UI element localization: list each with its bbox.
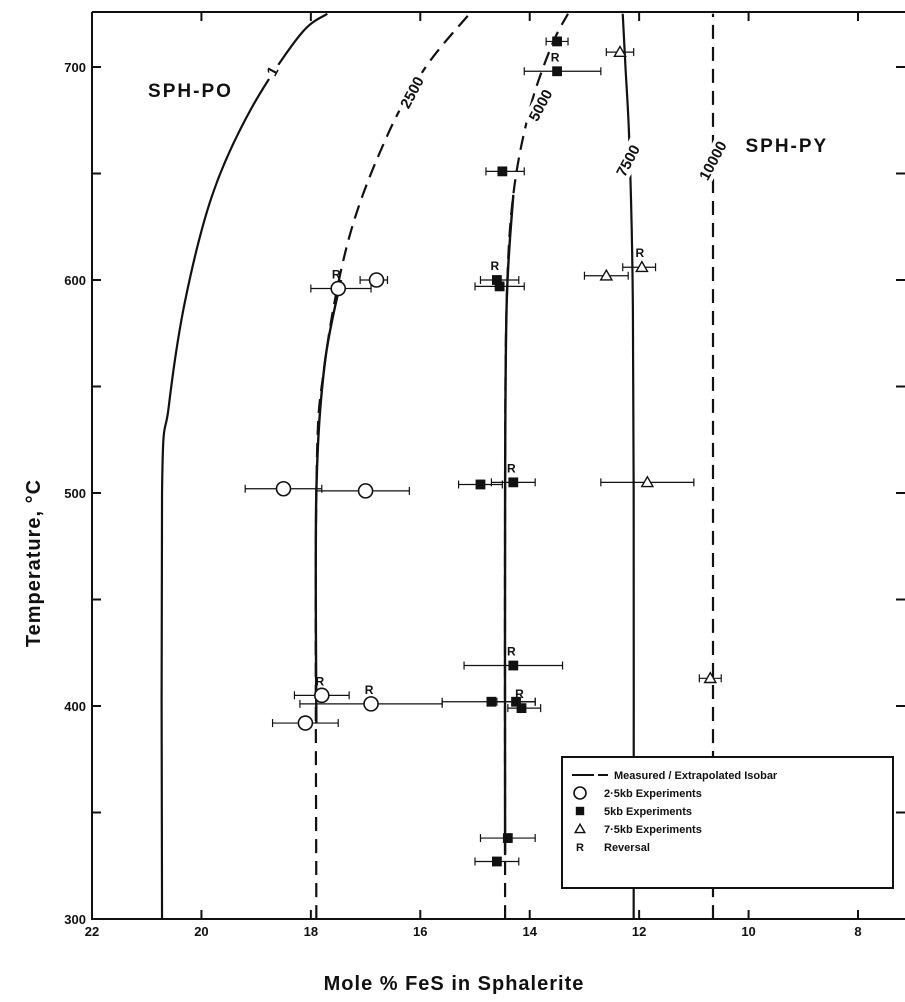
isobar-2500-measured: [314, 279, 343, 724]
marker-circle: [275, 480, 292, 497]
isobar-label: 2500: [397, 74, 428, 111]
marker-circle: [330, 280, 347, 297]
marker-square: [575, 806, 585, 816]
marker-circle: [363, 696, 379, 712]
isobar-label: 7500: [613, 142, 644, 179]
isobar-7500: [621, 13, 635, 920]
reversal-mark: R: [507, 645, 516, 659]
y-tick-label: 400: [64, 699, 86, 714]
reversal-mark: R: [332, 268, 341, 282]
marker-circle: [313, 687, 330, 704]
legend-label: 2·5kb Experiments: [604, 788, 702, 800]
isobar-label-bg: [692, 133, 734, 189]
isobar-2500-extrapolated: [314, 13, 471, 920]
isobar-label-bg: [260, 59, 285, 83]
isobar-1: [160, 12, 328, 920]
marker-square: [516, 703, 527, 714]
reversal-mark: R: [507, 461, 516, 475]
marker-triangle: [640, 475, 655, 488]
legend-label: Reversal: [604, 842, 650, 854]
isobar-label-bg: [522, 81, 559, 129]
isobar-label: 10000: [696, 139, 731, 184]
marker-circle: [357, 483, 374, 499]
legend: Measured / Extrapolated Isobar 2·5kb Expe…: [561, 756, 894, 889]
legend-label: 5kb Experiments: [604, 806, 692, 818]
x-tick-label: 10: [741, 924, 755, 939]
x-tick-label: 22: [85, 924, 99, 939]
marker-triangle: [635, 260, 649, 273]
isobar-layer: [160, 12, 715, 920]
marker-square: [508, 477, 519, 488]
marker-square: [497, 166, 508, 177]
marker-square: [508, 660, 519, 671]
reversal-mark: R: [515, 687, 524, 701]
isobar-label-bg: [393, 68, 431, 117]
legend-box: [561, 756, 894, 889]
y-tick-label: 500: [64, 486, 86, 501]
marker-square: [552, 66, 562, 77]
marker-square: [491, 856, 502, 867]
x-tick-label: 18: [304, 924, 318, 939]
marker-circle: [297, 715, 314, 731]
x-tick-label: 16: [413, 924, 427, 939]
marker-triangle: [573, 822, 587, 834]
legend-marker-r: R: [576, 842, 584, 854]
x-tick-label: 20: [194, 924, 208, 939]
marker-triangle: [613, 45, 627, 57]
marker-triangle: [703, 671, 718, 684]
marker-circle: [368, 272, 385, 288]
x-tick-label: 14: [522, 924, 537, 939]
reversal-mark: R: [551, 50, 560, 64]
region-label: SPH-PO: [148, 81, 233, 102]
experiment-layer: R R R R R R R R R: [244, 36, 722, 867]
y-tick-label: 700: [64, 60, 86, 75]
x-axis-title: Mole % FeS in Sphalerite: [324, 973, 585, 995]
marker-circle: [573, 786, 587, 800]
x-tick-label: 8: [854, 924, 861, 939]
y-axis-title: Temperature, °C: [23, 479, 45, 647]
y-tick-label: 600: [64, 273, 86, 288]
marker-square: [494, 281, 505, 292]
isobar-5000-measured: [503, 194, 515, 856]
x-tick-label: 12: [632, 924, 646, 939]
isobar-label: 5000: [526, 87, 557, 124]
reversal-mark: R: [491, 259, 500, 273]
marker-square: [475, 479, 486, 490]
marker-square: [491, 275, 502, 285]
legend-label: 7·5kb Experiments: [604, 824, 702, 836]
region-label: SPH-PY: [745, 136, 828, 157]
legend-label: Measured / Extrapolated Isobar: [614, 770, 778, 782]
marker-square: [552, 36, 562, 47]
marker-triangle: [599, 268, 614, 281]
marker-square: [502, 833, 513, 843]
marker-square: [486, 696, 497, 707]
reversal-mark: R: [315, 674, 324, 688]
y-tick-label: 300: [64, 912, 86, 927]
marker-square: [511, 696, 521, 707]
reversal-mark: R: [365, 683, 374, 697]
isobar-label-bg: [609, 137, 647, 185]
reversal-mark: R: [636, 246, 645, 260]
